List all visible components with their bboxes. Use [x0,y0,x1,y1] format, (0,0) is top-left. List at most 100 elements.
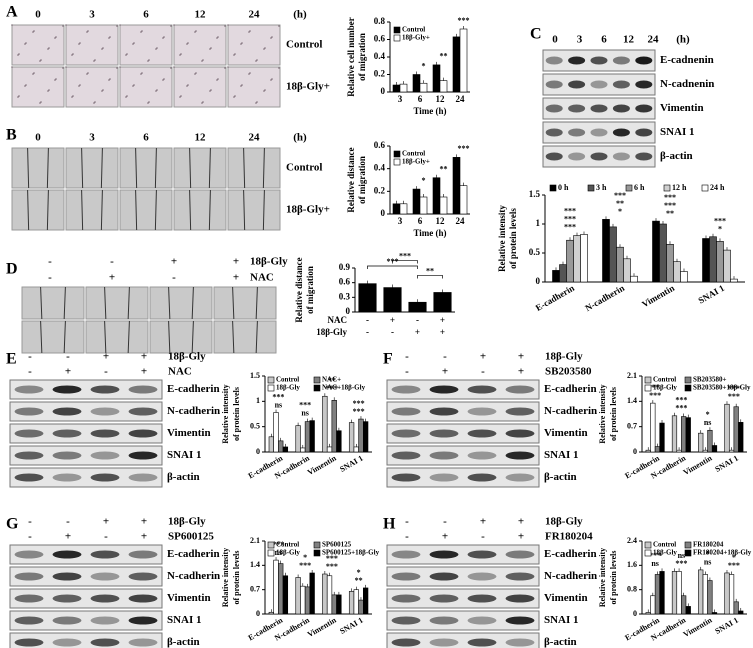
blot-band [14,594,44,603]
bar [392,203,401,215]
legend-label: Control [276,376,299,384]
label: β-actin [167,471,200,483]
bar [278,440,284,453]
panel-letter: D [6,261,18,278]
significance: *** [664,193,676,202]
bar [358,418,364,453]
cell-dot [11,66,13,68]
label: NAC [168,366,192,378]
bar [559,264,567,283]
bar [659,422,665,453]
cell-dot [209,90,211,92]
blot-band [391,473,421,482]
cell-dot [141,30,143,32]
scratch-edge [104,320,107,354]
y-tick-label: 0 [633,447,637,456]
cell-dot [179,96,181,98]
label: β-actin [544,636,577,648]
bar [573,235,581,283]
significance: *** [564,214,576,223]
blot-band [505,407,535,416]
y-axis-label: of migration [357,156,367,204]
cell-dot [17,96,19,98]
cell-dot [227,66,229,68]
bar [412,188,421,215]
cell-dot [119,24,121,26]
label: + [103,351,109,363]
cell-dot [173,66,175,68]
micrograph [85,286,149,320]
label: SP600125 [168,531,214,543]
blot-band [90,550,120,559]
significance: *** [728,561,740,570]
bar [300,447,306,453]
blot-band [505,429,535,438]
cell-dot [180,53,182,55]
blot-band [612,56,630,65]
cell-dot [155,48,157,50]
x-row-sign: + [415,327,420,337]
blot-band [635,104,653,113]
bar [676,571,682,615]
cell-dot [264,89,266,91]
blot-band [429,616,459,625]
micrograph [119,189,173,231]
label: 18β-Gly+ [286,204,330,216]
legend-label: 12 h [672,183,687,192]
y-tick-label: 0.4 [374,51,386,61]
y-tick-label: 1.5 [250,371,260,380]
cell-dot [202,59,204,61]
cell-dot [163,36,165,38]
legend-label: 18β-Gly [653,384,677,392]
blot-strip [386,379,540,400]
label: - [110,256,114,268]
legend-swatch [267,541,275,549]
label: + [141,366,147,378]
cell-dot [101,90,103,92]
y-tick-label: 1.4 [627,396,637,405]
blot-band [505,594,535,603]
bar [681,416,687,453]
cell-dot [108,79,110,81]
blot-band [52,407,82,416]
blot-band [90,473,120,482]
micrograph [227,24,281,66]
blot-strip [386,610,540,631]
cell-dot [78,43,80,45]
blot-band [568,80,586,89]
cell-dot [18,53,20,55]
label: - [48,272,52,284]
scratch-edge [81,147,84,189]
x-axis-label: Time (h) [413,228,446,238]
y-tick-label: 1.4 [250,560,260,569]
label: - [66,351,70,363]
cell-dot [148,101,150,103]
y-tick-label: 0 [256,609,260,618]
x-tick-label: 12 [436,94,446,104]
bar [698,432,704,453]
cell-dot [33,72,35,74]
cell-dot [180,95,182,97]
legend-swatch [393,34,401,42]
blot-strip [9,610,163,631]
legend-swatch [393,158,401,166]
label: 24 [249,9,261,21]
scratch-edge [208,189,211,231]
significance: ** [440,52,448,61]
cell-dot [270,79,272,81]
y-tick-label: 0 [256,447,260,456]
blot-band [612,152,630,161]
y-axis-label: of protein levels [508,208,518,269]
label: E-cadherin [544,548,597,560]
x-row-sign: + [440,327,445,337]
cell-dot [186,43,188,45]
label: 6 [143,132,149,144]
y-axis-label: of migration [305,266,315,314]
bar [358,599,364,615]
blot-band [545,152,563,161]
blot-band [505,451,535,460]
scratch-edge [262,147,265,189]
label: + [518,351,524,363]
blot-band [635,56,653,65]
scratch-edge [135,189,138,231]
